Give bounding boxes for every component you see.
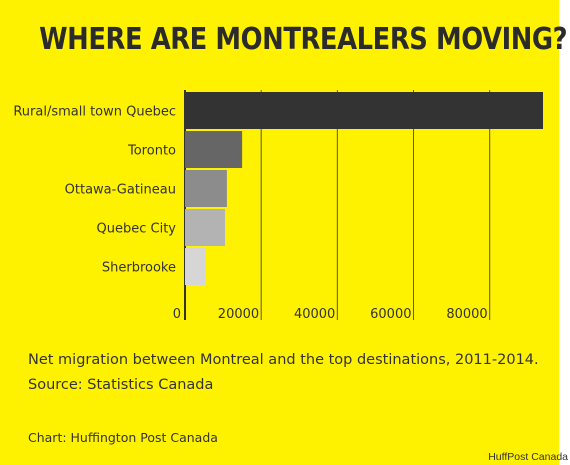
category-label-ottawa-gatineau: Ottawa-Gatineau [65,183,176,198]
caption-description: Net migration between Montreal and the t… [28,352,539,368]
x-tick-label-0: 0 [173,307,181,322]
chart-credit: Chart: Huffington Post Canada [28,430,218,445]
huffpost-watermark: HuffPost Canada [488,451,568,463]
category-label-sherbrooke: Sherbrooke [102,261,176,276]
bar-rural-small-town-quebec [185,92,543,129]
x-tick-label-60000: 60000 [370,307,411,322]
bar-quebec-city [185,209,225,246]
category-label-toronto: Toronto [127,144,176,159]
bar-chart: Rural/small town Quebec Toronto Ottawa-Gat… [13,90,543,322]
x-tick-label-80000: 80000 [446,307,487,322]
category-label-quebec-city: Quebec City [97,222,177,237]
x-tick-label-40000: 40000 [294,307,335,322]
caption-source: Source: Statistics Canada [28,377,214,393]
bar-sherbrooke [185,248,206,285]
chart-title: WHERE ARE MONTREALERS MOVING? [39,22,568,57]
bar-ottawa-gatineau [185,170,227,207]
x-tick-label-20000: 20000 [218,307,259,322]
bar-toronto [185,131,243,168]
category-label-rural-small-town-quebec: Rural/small town Quebec [13,105,176,120]
